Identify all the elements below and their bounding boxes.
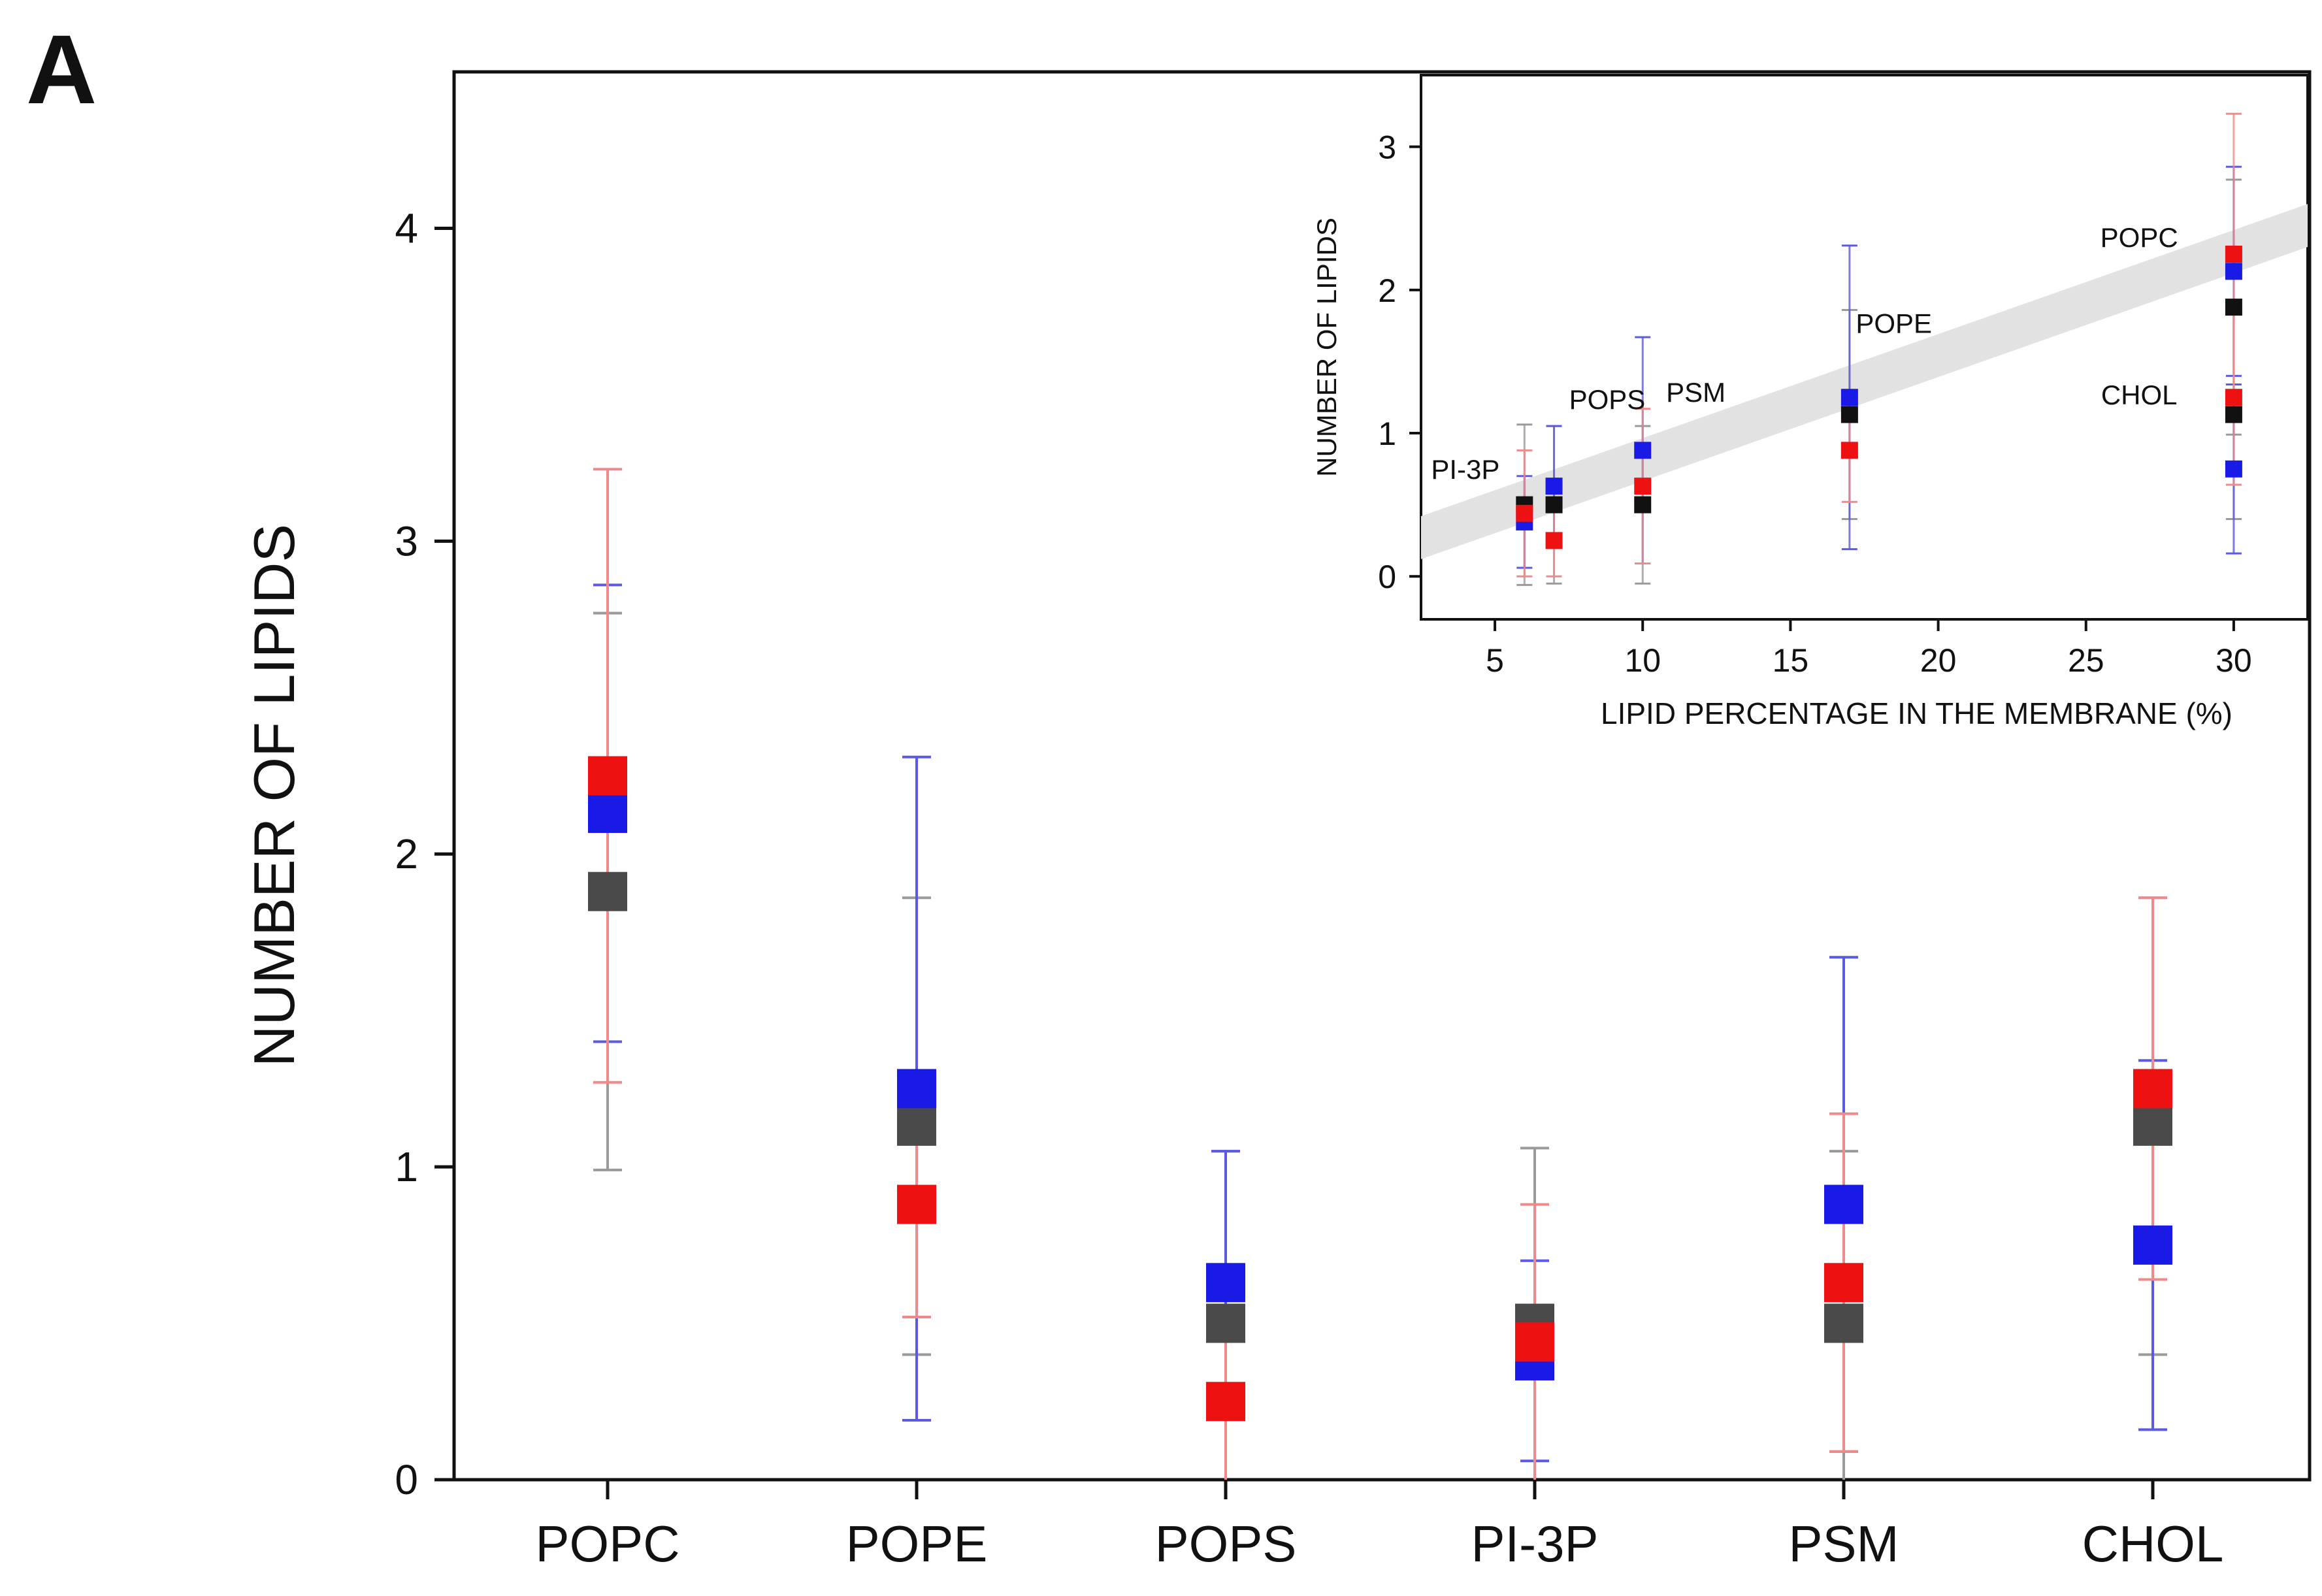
main-marker-red — [897, 1184, 936, 1224]
main-x-tick-label: PSM — [1788, 1515, 1899, 1572]
main-marker-blue — [1824, 1184, 1863, 1224]
inset-marker-blue — [2225, 263, 2242, 280]
inset-annotation: POPE — [1856, 308, 1932, 339]
inset-marker-black — [1840, 406, 1858, 423]
main-plot-frame — [452, 70, 2312, 1482]
main-marker-red — [1515, 1322, 1554, 1362]
inset-y-tick-label: 1 — [1378, 415, 1396, 452]
main-marker-gray — [1824, 1303, 1863, 1343]
inset-y-tick-label: 2 — [1378, 272, 1396, 309]
main-x-tick-label: POPS — [1155, 1515, 1297, 1572]
main-y-tick-label: 3 — [395, 517, 418, 564]
inset-x-tick-label: 10 — [1624, 642, 1661, 679]
inset-marker-red — [1840, 442, 1858, 459]
inset-marker-black — [1634, 496, 1652, 513]
inset-marker-red — [1545, 532, 1563, 549]
main-y-tick-label: 2 — [395, 830, 418, 877]
inset-marker-red — [2225, 246, 2242, 263]
inset-annotation: POPC — [2101, 222, 2178, 253]
inset-x-tick-label: 20 — [1920, 642, 1957, 679]
main-marker-blue — [2133, 1225, 2172, 1265]
panel-label: A — [26, 14, 97, 124]
main-marker-blue — [588, 793, 627, 833]
main-y-tick-label: 0 — [395, 1456, 418, 1503]
main-marker-gray — [1206, 1303, 1245, 1343]
inset-marker-blue — [1634, 442, 1652, 459]
main-marker-blue — [897, 1069, 936, 1109]
inset-marker-blue — [2225, 460, 2242, 478]
main-marker-red — [1824, 1263, 1863, 1303]
main-x-tick-label: CHOL — [2082, 1515, 2224, 1572]
main-marker-gray — [2133, 1106, 2172, 1146]
inset-y-axis-label: NUMBER OF LIPIDS — [1311, 218, 1342, 477]
main-y-axis-label: NUMBER OF LIPIDS — [242, 524, 306, 1067]
inset-annotation: POPS — [1569, 384, 1646, 415]
inset-x-tick-label: 5 — [1486, 642, 1504, 679]
main-marker-blue — [1206, 1263, 1245, 1303]
main-x-tick-label: POPE — [846, 1515, 988, 1572]
inset-x-tick-label: 30 — [2216, 642, 2252, 679]
inset-annotation: PI-3P — [1431, 454, 1499, 485]
inset-marker-red — [1516, 504, 1533, 522]
main-marker-gray — [588, 871, 627, 911]
main-marker-red — [2133, 1069, 2172, 1109]
inset-marker-blue — [1840, 389, 1858, 406]
inset-annotation: PSM — [1666, 377, 1725, 408]
inset-marker-black — [1545, 496, 1563, 513]
main-marker-red — [588, 756, 627, 796]
inset-marker-red — [2225, 389, 2242, 406]
inset-marker-red — [1634, 478, 1652, 495]
inset-y-tick-label: 0 — [1378, 559, 1396, 595]
main-marker-red — [1206, 1382, 1245, 1422]
main-x-tick-label: PI-3P — [1471, 1515, 1598, 1572]
inset-marker-blue — [1545, 478, 1563, 495]
inset-marker-black — [2225, 299, 2242, 316]
inset-x-tick-label: 15 — [1773, 642, 1809, 679]
main-y-tick-label: 4 — [395, 204, 418, 252]
inset-x-axis-label: LIPID PERCENTAGE IN THE MEMBRANE (%) — [1601, 696, 2232, 730]
inset-plot-frame — [1420, 74, 2309, 621]
inset-annotation: CHOL — [2101, 380, 2178, 410]
inset-y-tick-label: 3 — [1378, 129, 1396, 166]
main-x-tick-label: POPC — [535, 1515, 679, 1572]
inset-marker-black — [2225, 406, 2242, 423]
inset-x-tick-label: 25 — [2068, 642, 2104, 679]
main-marker-gray — [897, 1106, 936, 1146]
main-y-tick-label: 1 — [395, 1143, 418, 1190]
